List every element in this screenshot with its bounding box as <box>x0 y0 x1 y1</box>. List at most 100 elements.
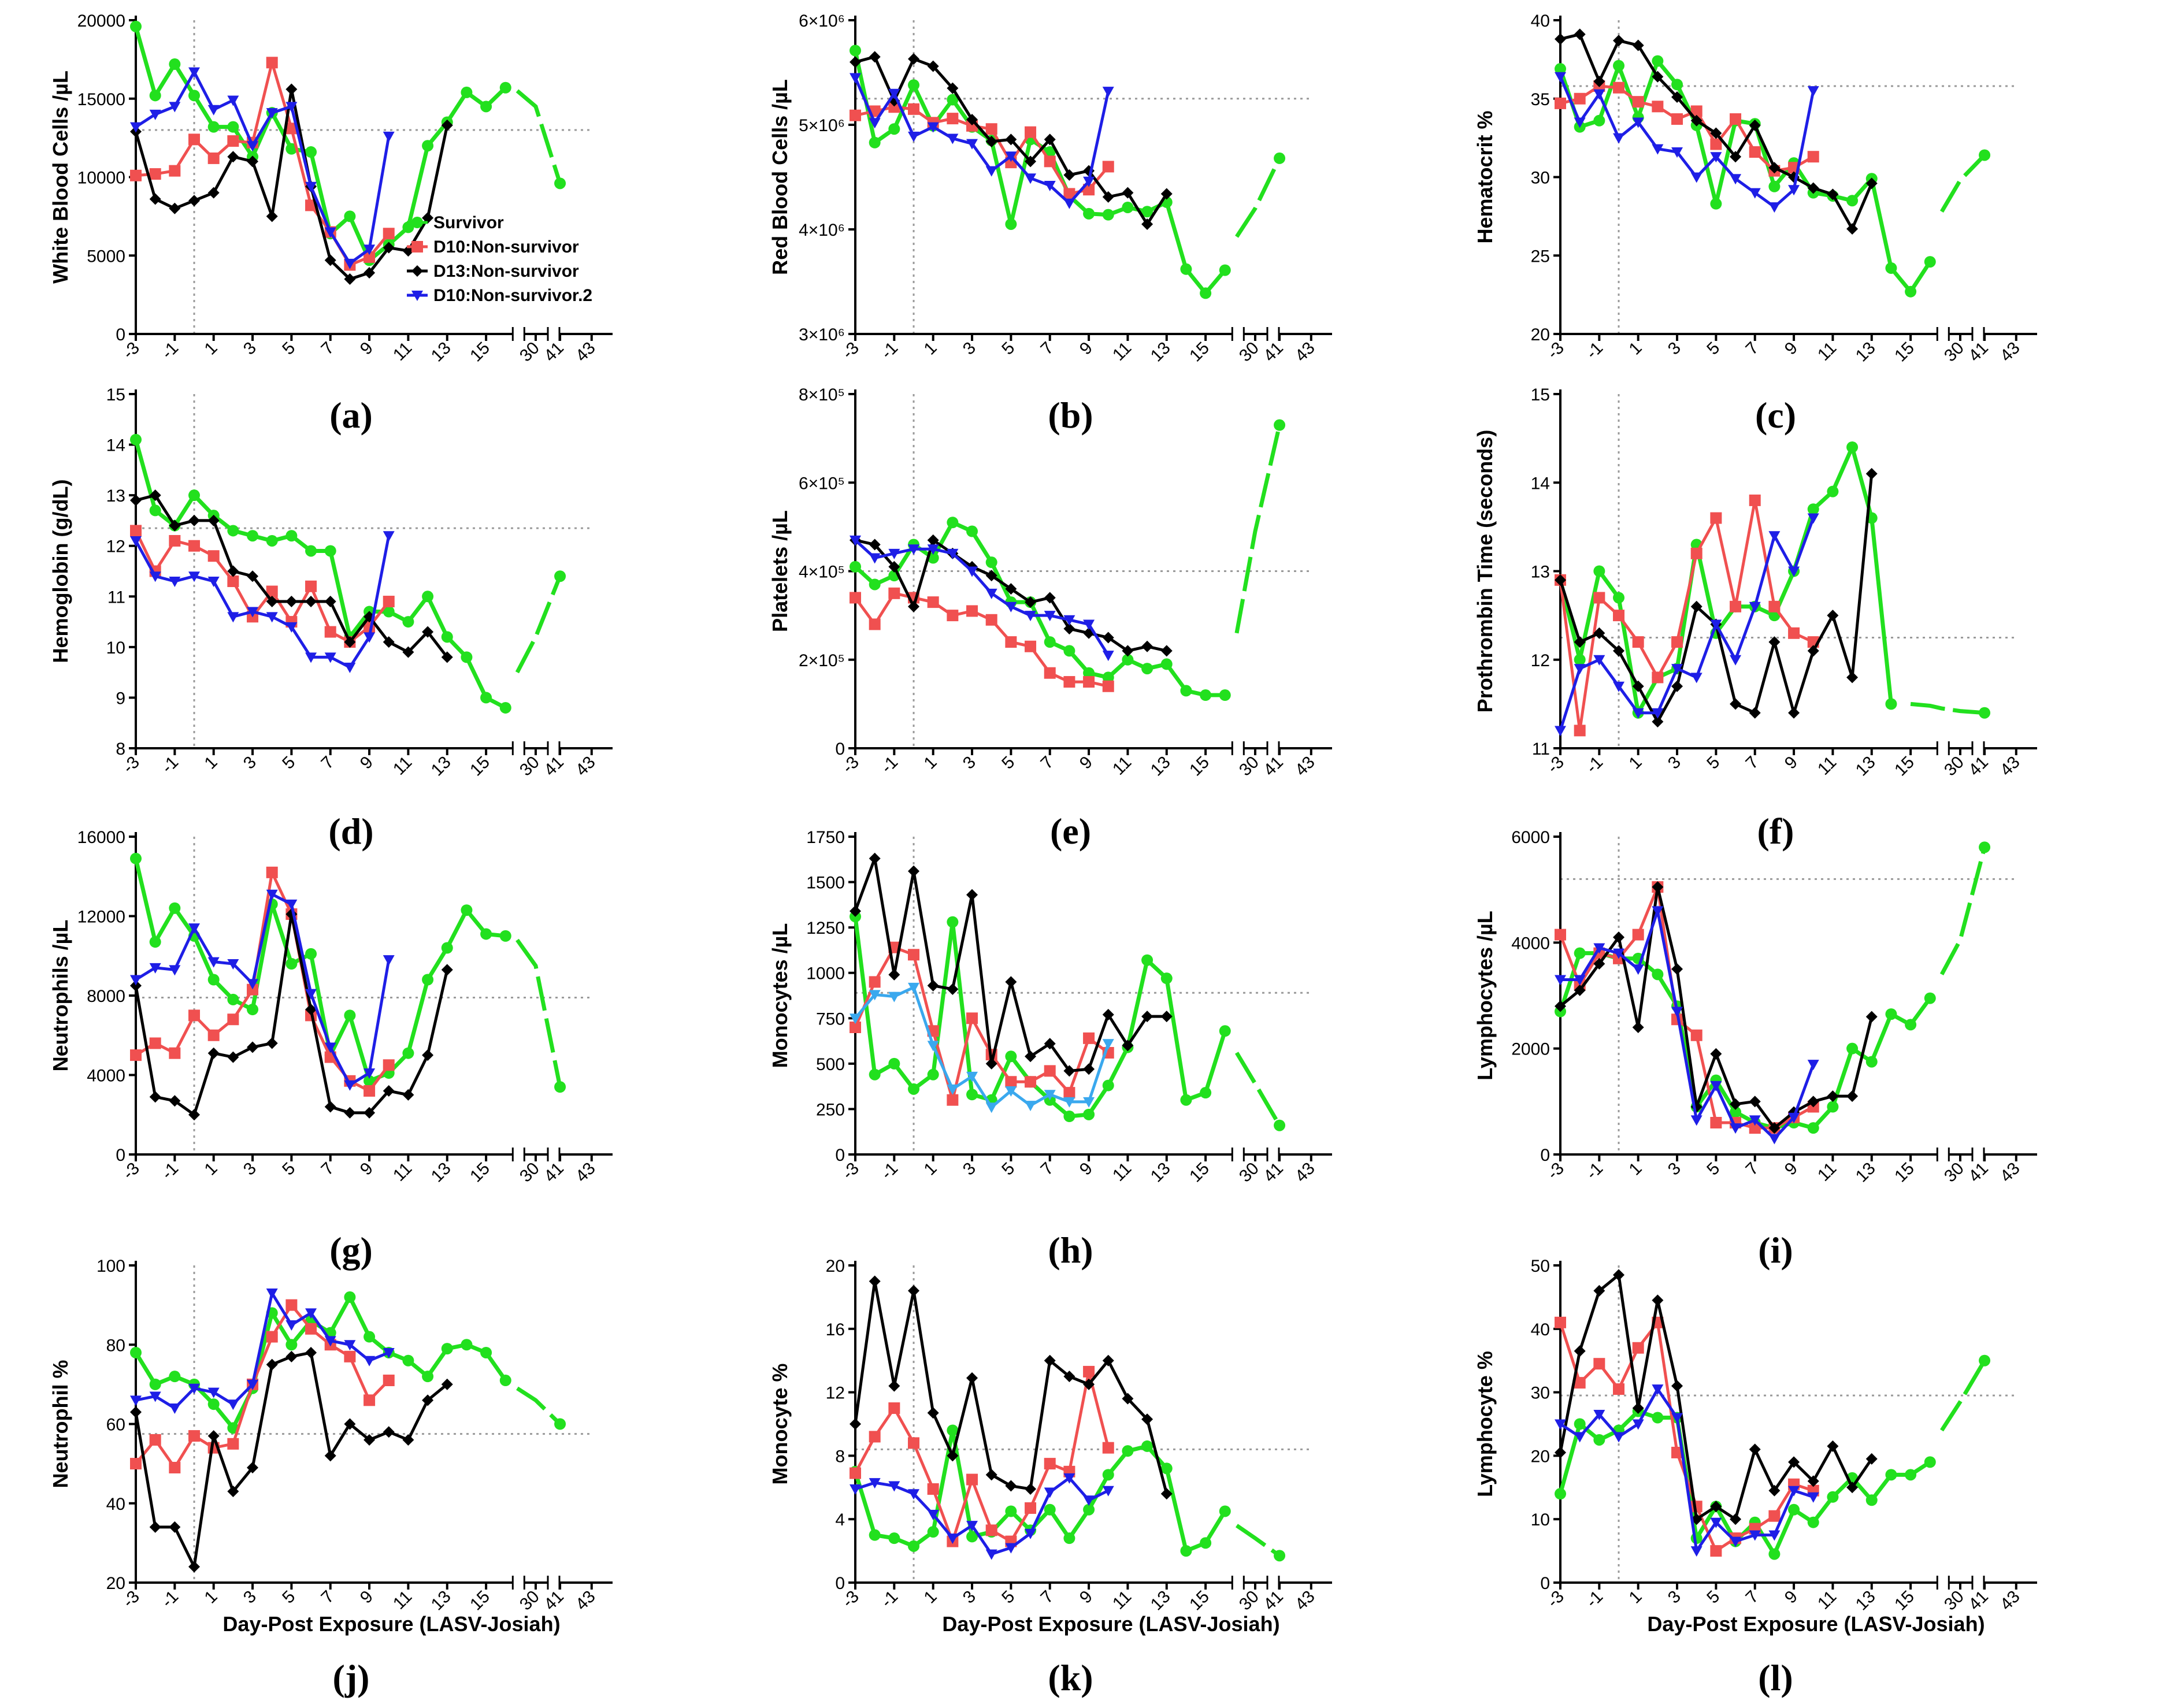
data-point <box>364 1107 376 1119</box>
x-tick-label: 15 <box>1891 339 1918 366</box>
y-axis-title: Prothrombin Time (seconds) <box>1473 430 1497 712</box>
data-point <box>1749 707 1761 719</box>
x-tick-label: 30 <box>516 1159 543 1186</box>
data-point <box>207 974 220 986</box>
y-tick-label: 8×10⁵ <box>799 385 845 404</box>
data-point <box>1555 574 1566 586</box>
data-point <box>1005 583 1017 595</box>
data-point <box>305 596 317 608</box>
data-point <box>1846 195 1859 207</box>
data-point <box>1005 1076 1017 1088</box>
data-point <box>1690 600 1702 612</box>
data-point <box>130 1406 142 1418</box>
data-point <box>1807 182 1819 194</box>
data-point <box>383 242 395 254</box>
x-tick-label: 43 <box>1292 753 1319 780</box>
x-tick-label: -1 <box>158 1159 182 1183</box>
x-tick-label: 3 <box>1664 1587 1685 1607</box>
data-point <box>1160 1488 1173 1500</box>
x-tick-label: 3 <box>959 753 980 773</box>
data-point <box>1632 1342 1644 1354</box>
data-point <box>1083 176 1095 187</box>
y-tick-label: 100 <box>97 1257 125 1276</box>
data-point <box>1613 610 1625 622</box>
x-tick-label: 3 <box>959 1587 980 1607</box>
x-tick-label: 7 <box>1037 1159 1058 1179</box>
data-point <box>344 636 356 648</box>
data-point <box>1768 180 1781 192</box>
data-point <box>247 1379 259 1390</box>
data-point <box>130 525 142 537</box>
data-point <box>227 993 239 1005</box>
y-tick-label: 60 <box>106 1416 125 1435</box>
data-point <box>227 612 239 623</box>
data-point <box>169 1521 181 1533</box>
x-tick-label: 9 <box>1781 1159 1801 1179</box>
data-point <box>383 1059 395 1071</box>
series-line-survivor <box>1234 424 1282 634</box>
data-point <box>1827 1101 1839 1113</box>
y-tick-label: 12 <box>1531 651 1550 670</box>
data-point <box>383 1375 395 1387</box>
data-point <box>1652 1412 1664 1424</box>
data-point <box>985 1102 997 1113</box>
x-tick-label: 13 <box>1852 1159 1879 1186</box>
data-point <box>383 1426 395 1438</box>
data-point <box>1652 55 1664 67</box>
data-point <box>130 979 142 992</box>
x-tick-label: 7 <box>1742 1159 1763 1179</box>
data-point <box>1083 619 1095 630</box>
series-line-survivor <box>1939 846 1987 975</box>
x-tick-label: 15 <box>1186 1587 1213 1614</box>
data-point <box>1063 676 1075 688</box>
data-point <box>985 614 997 626</box>
data-point <box>422 1371 434 1383</box>
series-line-survivor <box>515 575 562 674</box>
data-point <box>1671 680 1683 692</box>
data-point <box>169 534 181 547</box>
data-point <box>985 556 997 569</box>
data-point <box>1574 975 1586 986</box>
data-point <box>1063 169 1075 181</box>
y-tick-label: 12000 <box>77 908 125 927</box>
data-point <box>324 1101 336 1113</box>
data-point <box>1044 133 1056 146</box>
data-point <box>1710 1048 1722 1060</box>
data-point <box>1574 1418 1586 1430</box>
data-point <box>1025 1483 1037 1495</box>
data-point <box>1827 1440 1839 1452</box>
y-tick-label: 1500 <box>806 874 845 893</box>
data-point <box>411 241 423 253</box>
data-point <box>324 596 336 608</box>
x-tick-label: 15 <box>466 339 494 366</box>
data-point <box>402 1354 414 1367</box>
data-point <box>947 548 959 559</box>
data-point <box>1083 667 1095 679</box>
data-point <box>1865 1011 1878 1023</box>
data-point <box>149 489 161 502</box>
data-point <box>344 258 356 269</box>
data-point <box>869 852 881 864</box>
data-point <box>227 1399 239 1410</box>
data-point <box>1274 152 1286 164</box>
x-tick-label: 5 <box>998 753 1018 773</box>
x-tick-label: 13 <box>1147 339 1174 366</box>
data-point <box>1593 565 1605 577</box>
data-point <box>1555 726 1566 737</box>
data-point <box>1749 188 1761 199</box>
data-point <box>422 1394 434 1406</box>
data-point <box>411 217 423 228</box>
data-point <box>1979 841 1991 853</box>
data-point <box>149 504 161 517</box>
x-tick-label: 41 <box>1965 753 1992 780</box>
y-axis-title: Hematocrit % <box>1473 110 1497 243</box>
data-point <box>1768 1122 1781 1134</box>
data-point <box>850 560 861 573</box>
data-point <box>1141 663 1153 675</box>
data-point <box>850 535 861 546</box>
data-point <box>499 701 511 714</box>
data-point <box>908 865 920 877</box>
data-point <box>1613 1383 1625 1395</box>
data-point <box>1083 676 1095 688</box>
